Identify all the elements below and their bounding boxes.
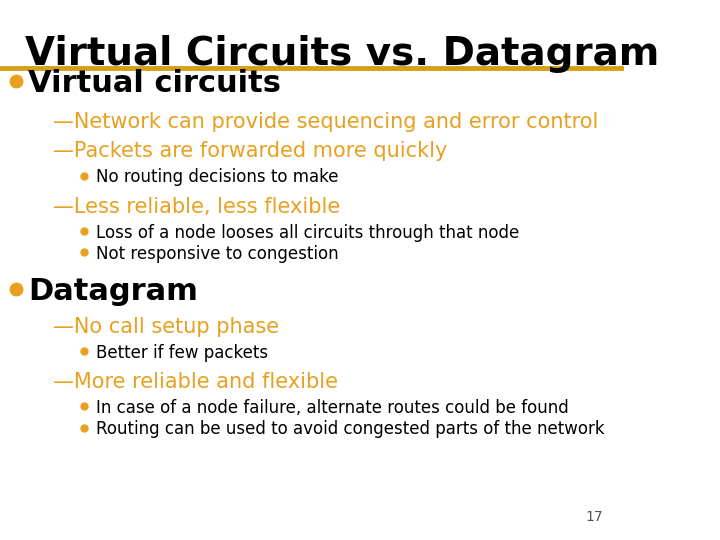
Text: Datagram: Datagram [28, 277, 198, 306]
Text: —No call setup phase: —No call setup phase [53, 316, 279, 337]
Text: —More reliable and flexible: —More reliable and flexible [53, 372, 338, 392]
Text: Virtual Circuits vs. Datagram: Virtual Circuits vs. Datagram [25, 35, 660, 73]
Text: Better if few packets: Better if few packets [96, 343, 269, 362]
Text: —Packets are forwarded more quickly: —Packets are forwarded more quickly [53, 141, 447, 161]
Text: Virtual circuits: Virtual circuits [28, 69, 281, 98]
Text: No routing decisions to make: No routing decisions to make [96, 168, 339, 186]
Text: Routing can be used to avoid congested parts of the network: Routing can be used to avoid congested p… [96, 420, 605, 438]
Text: In case of a node failure, alternate routes could be found: In case of a node failure, alternate rou… [96, 399, 569, 417]
Text: 17: 17 [585, 510, 603, 524]
Text: —Less reliable, less flexible: —Less reliable, less flexible [53, 197, 340, 217]
Text: Not responsive to congestion: Not responsive to congestion [96, 245, 339, 263]
Text: —Network can provide sequencing and error control: —Network can provide sequencing and erro… [53, 111, 598, 132]
Text: Loss of a node looses all circuits through that node: Loss of a node looses all circuits throu… [96, 224, 520, 242]
